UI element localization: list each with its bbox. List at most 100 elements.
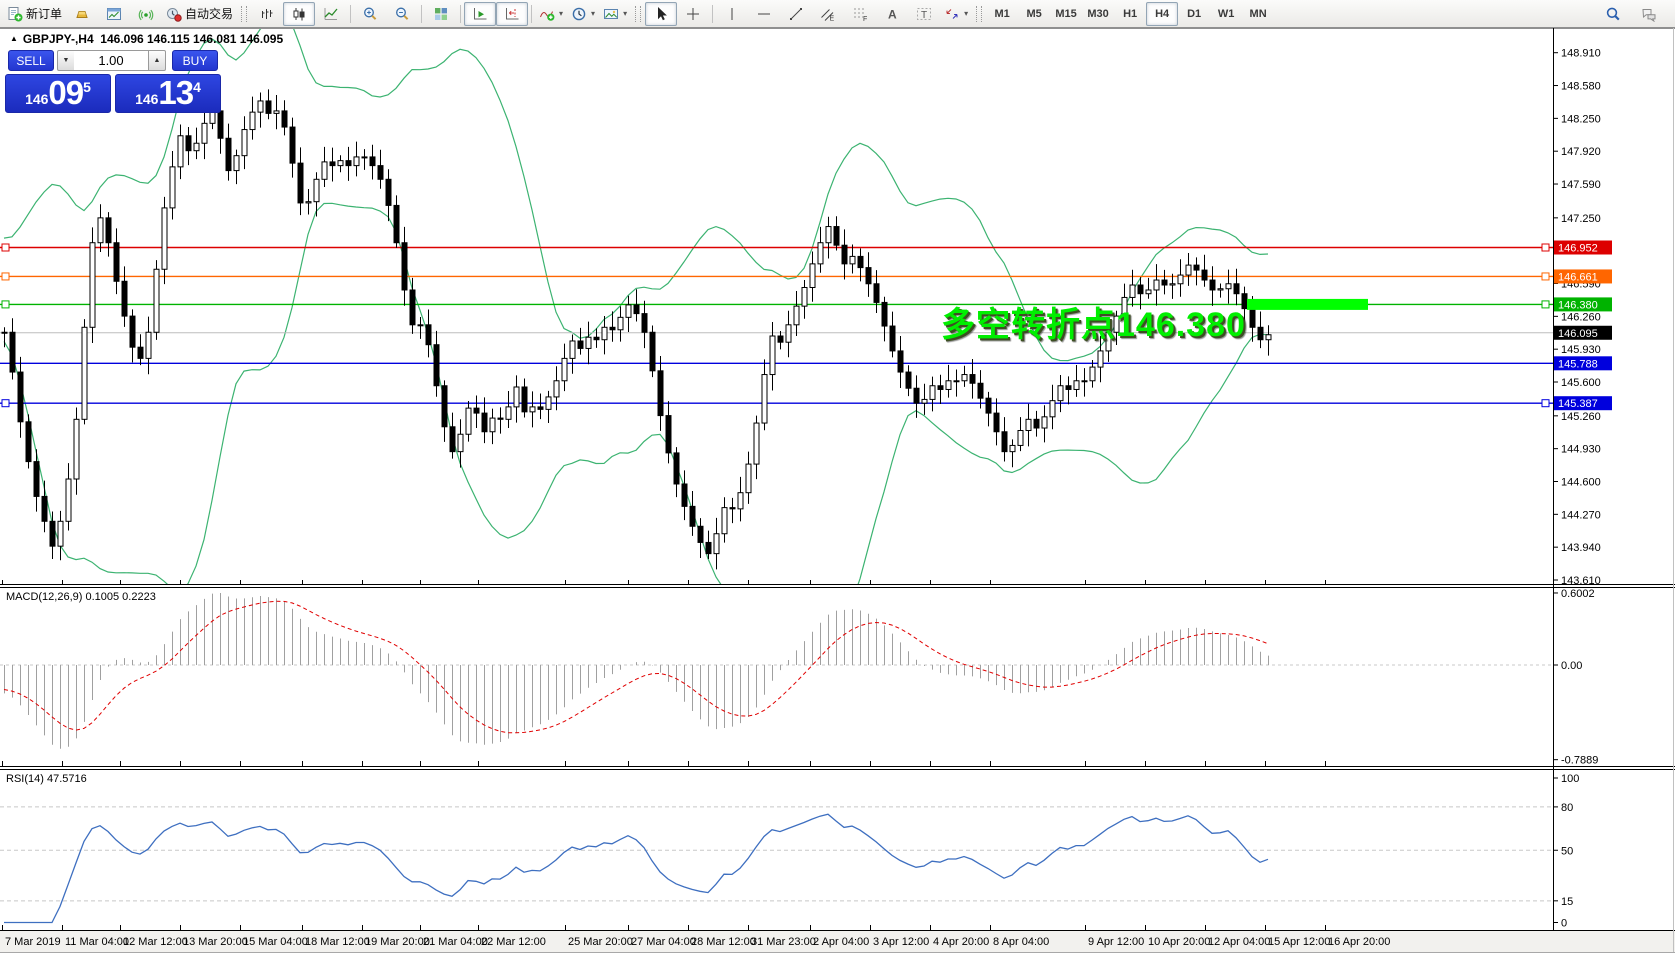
svg-text:-0.7889: -0.7889 xyxy=(1561,755,1598,767)
gold-button[interactable] xyxy=(66,2,98,26)
line-anchor-marker[interactable] xyxy=(1,243,10,252)
tile-icon xyxy=(435,7,448,20)
svg-text:143.610: 143.610 xyxy=(1561,575,1601,587)
tile-windows-button[interactable] xyxy=(425,2,457,26)
buy-button[interactable]: BUY xyxy=(172,50,218,71)
price-axis[interactable]: 148.910 148.580 148.250 147.920 147.590 147.2… xyxy=(1553,48,1612,587)
toolbar-separator xyxy=(531,4,533,23)
timeframe-m15[interactable]: M15 xyxy=(1055,7,1077,20)
chart-shift-icon xyxy=(506,7,519,19)
timeframe-h4[interactable]: H4 xyxy=(1146,1,1179,26)
svg-text:15 Apr 12:00: 15 Apr 12:00 xyxy=(1268,936,1330,948)
text-button[interactable]: A xyxy=(876,2,908,26)
volume-increase-button[interactable]: ▲ xyxy=(148,50,166,71)
rsi-plot xyxy=(0,806,1553,924)
timeframe-m5[interactable]: M5 xyxy=(1026,7,1042,20)
new-order-button[interactable]: 新订单 xyxy=(3,2,66,26)
bar-chart-button[interactable] xyxy=(251,2,283,26)
channel-icon: E xyxy=(821,8,835,22)
autotrading-button[interactable]: 自动交易 xyxy=(162,2,237,26)
svg-text:16 Apr 20:00: 16 Apr 20:00 xyxy=(1328,936,1390,948)
line-anchor-marker[interactable] xyxy=(1,399,10,408)
gold-icon xyxy=(76,10,88,18)
vline-icon xyxy=(731,7,733,20)
chat-icon xyxy=(1642,8,1656,22)
collapse-trade-panel-arrow[interactable]: ▲ xyxy=(10,34,18,43)
toolbar-grip[interactable] xyxy=(241,5,248,22)
line-anchor-marker[interactable] xyxy=(1,272,10,281)
sell-price-big: 09 xyxy=(48,74,84,111)
macd-axis[interactable]: 0.6002 0.00 -0.7889 xyxy=(1553,588,1598,767)
timeframe-h1[interactable]: H1 xyxy=(1123,7,1138,20)
sell-price-tile[interactable]: 146 09 5 xyxy=(5,74,111,113)
svg-text:21 Mar 04:00: 21 Mar 04:00 xyxy=(423,936,488,948)
toolbar-grip[interactable] xyxy=(635,5,642,22)
line-anchor-marker[interactable] xyxy=(1,300,10,309)
sell-button[interactable]: SELL xyxy=(8,50,54,71)
text-icon: A xyxy=(888,7,897,21)
new-order-icon xyxy=(8,6,23,21)
svg-text:12 Apr 04:00: 12 Apr 04:00 xyxy=(1208,936,1270,948)
line-anchor-marker[interactable] xyxy=(1541,243,1550,252)
toolbar-grip[interactable] xyxy=(976,5,983,22)
svg-text:100: 100 xyxy=(1561,773,1579,785)
line-chart-button[interactable] xyxy=(315,2,347,26)
svg-text:144.270: 144.270 xyxy=(1561,509,1601,521)
text-label-button[interactable]: T xyxy=(908,2,940,26)
horizontal-line-button[interactable] xyxy=(748,2,780,26)
line-anchor-marker[interactable] xyxy=(1541,300,1550,309)
fibonacci-button[interactable]: F xyxy=(844,2,876,26)
horizontal-price-lines[interactable] xyxy=(0,243,1553,408)
line-anchor-marker[interactable] xyxy=(1541,399,1550,408)
vertical-line-button[interactable] xyxy=(716,2,748,26)
chat-button[interactable] xyxy=(1633,2,1665,26)
svg-text:9 Apr 12:00: 9 Apr 12:00 xyxy=(1088,936,1144,948)
timeframe-mn[interactable]: MN xyxy=(1249,7,1267,20)
svg-text:4 Apr 20:00: 4 Apr 20:00 xyxy=(933,936,989,948)
search-icon xyxy=(1606,7,1620,20)
svg-text:10 Apr 20:00: 10 Apr 20:00 xyxy=(1148,936,1210,948)
arrows-button[interactable]: ▾ xyxy=(940,2,972,26)
sell-price-pip: 5 xyxy=(83,79,91,95)
auto-scroll-button[interactable] xyxy=(464,1,497,26)
templates-button[interactable]: ▾ xyxy=(599,2,631,26)
timeframe-m1[interactable]: M1 xyxy=(994,7,1010,20)
volume-input[interactable] xyxy=(74,50,148,71)
trendline-button[interactable] xyxy=(780,2,812,26)
signals-button[interactable] xyxy=(130,2,162,26)
svg-text:145.600: 145.600 xyxy=(1561,377,1601,389)
template-icon xyxy=(604,8,619,19)
svg-text:0: 0 xyxy=(1561,918,1567,930)
zoom-in-button[interactable] xyxy=(354,2,386,26)
svg-text:146.661: 146.661 xyxy=(1558,271,1598,283)
line-anchor-marker[interactable] xyxy=(1541,272,1550,281)
rsi-axis[interactable]: 100 80 50 15 0 xyxy=(1553,773,1579,930)
signals-icon xyxy=(138,9,154,20)
channel-button[interactable]: E xyxy=(812,2,844,26)
open-chart-button[interactable] xyxy=(98,2,130,26)
volume-decrease-button[interactable]: ▼ xyxy=(57,50,75,71)
periods-button[interactable]: ▾ xyxy=(567,2,599,26)
buy-price-tile[interactable]: 146 13 4 xyxy=(115,74,221,113)
svg-text:F: F xyxy=(863,16,867,22)
zoom-out-icon xyxy=(396,7,409,20)
arrows-icon xyxy=(946,8,958,19)
support-highlight-bar[interactable] xyxy=(1247,298,1368,310)
cursor-button[interactable] xyxy=(645,1,678,26)
svg-text:7 Mar 2019: 7 Mar 2019 xyxy=(5,936,61,948)
chart-frame xyxy=(0,28,1675,953)
crosshair-button[interactable] xyxy=(677,2,709,26)
timeframe-d1[interactable]: D1 xyxy=(1187,7,1202,20)
chart-shift-button[interactable] xyxy=(496,1,529,26)
timeframe-m30[interactable]: M30 xyxy=(1087,7,1109,20)
search-button[interactable] xyxy=(1597,2,1629,26)
chart-text-annotation[interactable]: 多空转折点146.380 xyxy=(941,306,1246,344)
candlestick-chart-button[interactable] xyxy=(283,1,316,26)
svg-text:22 Mar 12:00: 22 Mar 12:00 xyxy=(481,936,546,948)
svg-text:50: 50 xyxy=(1561,845,1573,857)
timeframe-w1[interactable]: W1 xyxy=(1217,7,1235,20)
indicators-button[interactable]: ▾ xyxy=(535,2,567,26)
zoom-out-button[interactable] xyxy=(386,2,418,26)
